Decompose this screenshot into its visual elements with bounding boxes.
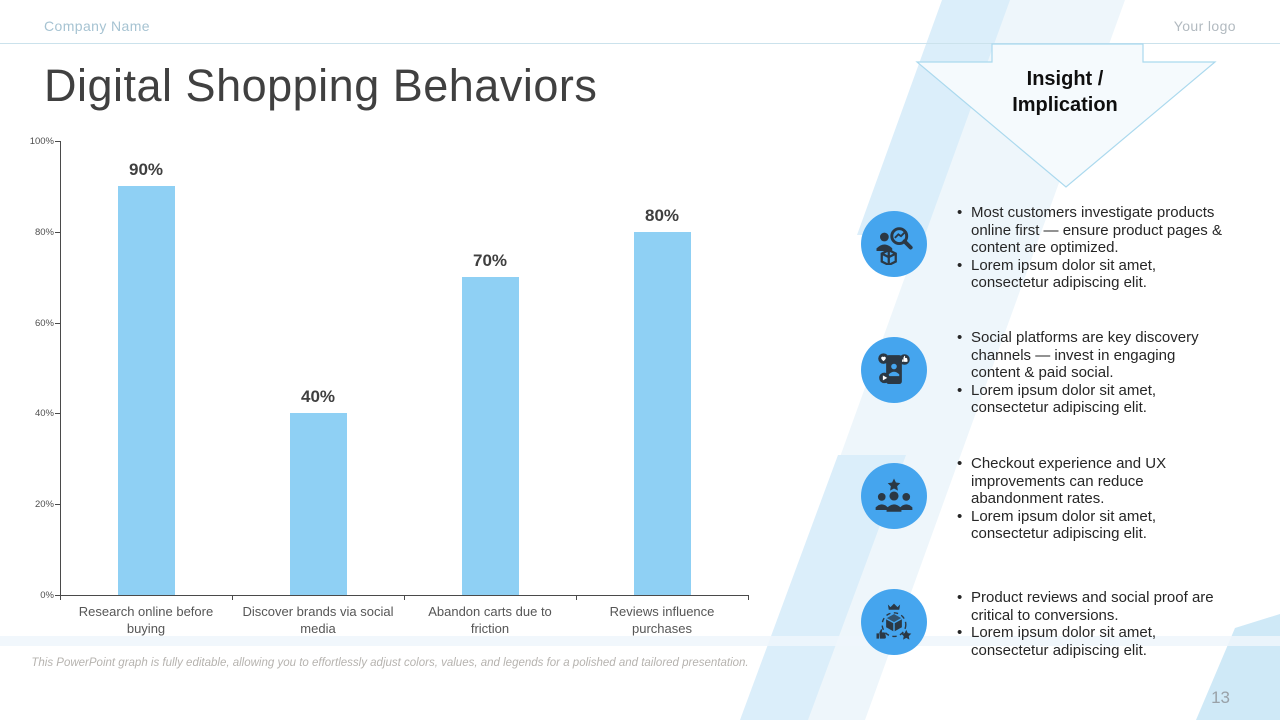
chart-caption: This PowerPoint graph is fully editable,… <box>31 657 749 669</box>
bullet-item: Checkout experience and UX improvements … <box>955 455 1227 508</box>
insight-icon-badge <box>861 463 927 529</box>
customer-research-icon <box>876 227 913 265</box>
product-review-icon <box>876 603 912 640</box>
bar <box>633 231 691 595</box>
insight-title: Insight / Implication <box>940 66 1190 118</box>
bar <box>289 413 347 595</box>
bar-chart: 0% 20% 40% 60% 80% 100% 90% Research online bef… <box>29 136 749 636</box>
bullet-item: Lorem ipsum dolor sit amet, consectetur … <box>955 508 1227 543</box>
bullet-item: Social platforms are key discovery chann… <box>955 329 1227 382</box>
bullet-item: Lorem ipsum dolor sit amet, consectetur … <box>955 624 1227 659</box>
y-tick-label: 40% <box>34 408 54 420</box>
bar-value-label: 90% <box>128 160 164 180</box>
x-tick <box>232 595 233 600</box>
bullet-item: Product reviews and social proof are cri… <box>955 589 1227 624</box>
x-tick <box>576 595 577 600</box>
bullet-item: Lorem ipsum dolor sit amet, consectetur … <box>955 257 1227 292</box>
y-tick <box>55 231 60 233</box>
insight-icon-badge <box>861 589 927 655</box>
x-tick <box>60 595 61 600</box>
x-category-label: Discover brands via social media <box>242 604 394 636</box>
people-star-icon <box>875 478 913 512</box>
y-tick <box>55 413 60 415</box>
bar-value-label: 80% <box>644 205 680 225</box>
bullet-item: Most customers investigate products onli… <box>955 204 1227 257</box>
insight-bullet-list: Most customers investigate products onli… <box>955 204 1227 292</box>
y-tick <box>55 504 60 506</box>
y-tick <box>55 322 60 324</box>
insight-bullet-list: Product reviews and social proof are cri… <box>955 589 1227 659</box>
insight-icon-badge <box>861 337 927 403</box>
x-tick <box>404 595 405 600</box>
bar <box>461 277 519 595</box>
y-tick-label: 60% <box>34 317 54 329</box>
header-divider <box>0 43 1280 44</box>
x-category-label: Abandon carts due to friction <box>428 604 552 636</box>
x-category-label: Reviews influence purchases <box>609 604 715 636</box>
y-tick <box>55 141 60 142</box>
y-tick-label: 80% <box>34 226 54 238</box>
insight-title-line2: Implication <box>1012 94 1118 116</box>
insight-bullet-list: Checkout experience and UX improvements … <box>955 455 1227 543</box>
bullet-item: Lorem ipsum dolor sit amet, consectetur … <box>955 382 1227 417</box>
y-tick-label: 100% <box>29 136 54 147</box>
company-name: Company Name <box>44 18 150 34</box>
bar-value-label: 70% <box>472 251 508 271</box>
y-tick-label: 20% <box>34 499 54 511</box>
page-title: Digital Shopping Behaviors <box>44 60 598 111</box>
insight-title-line1: Insight / <box>1026 68 1104 90</box>
x-tick <box>748 595 749 600</box>
logo-placeholder: Your logo <box>1173 18 1236 34</box>
bar <box>117 186 175 595</box>
insight-bullet-list: Social platforms are key discovery chann… <box>955 329 1227 417</box>
y-axis <box>60 141 61 600</box>
y-tick-label: 0% <box>40 590 54 601</box>
insight-icon-badge <box>861 211 927 277</box>
bar-value-label: 40% <box>300 387 336 407</box>
page-number: 13 <box>1211 688 1230 707</box>
x-category-label: Research online before buying <box>78 604 214 636</box>
social-media-phone-icon <box>878 353 910 384</box>
y-tick <box>55 595 60 596</box>
